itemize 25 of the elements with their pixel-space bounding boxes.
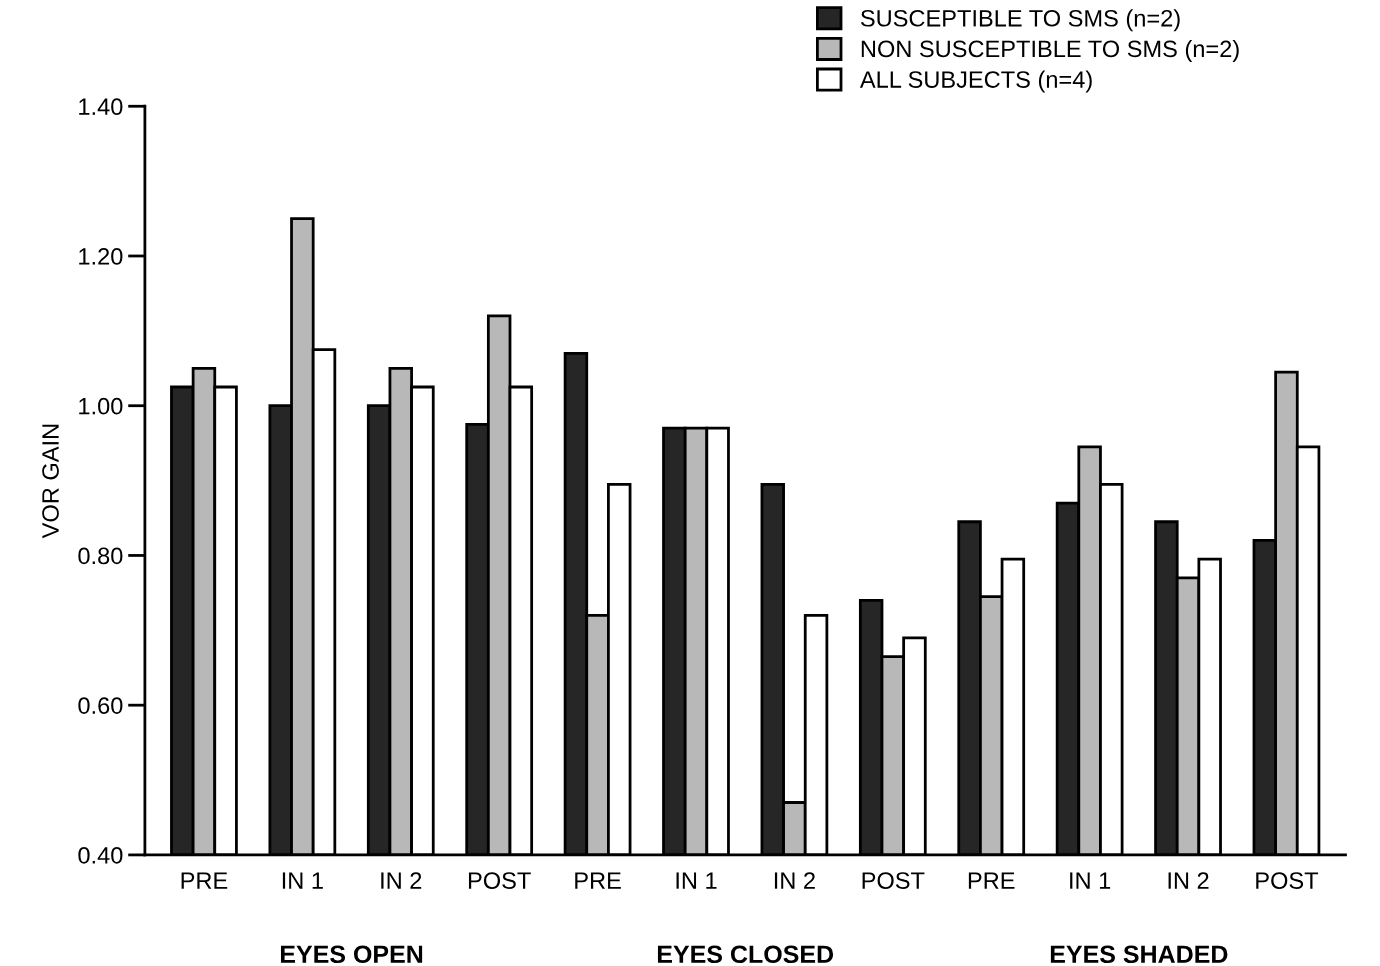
text: EYES CLOSED — [657, 945, 834, 964]
x-tick-label: PRE — [575, 872, 621, 889]
legend-label: ALL SUBJECTS (n=4) — [859, 70, 1092, 93]
y-tick-label: 1.20 — [79, 248, 123, 265]
x-tick-label: PRE — [968, 872, 1015, 889]
text: EYES SHADED — [1050, 945, 1228, 964]
x-tick-label: IN 1 — [1070, 872, 1111, 889]
y-tick-label: 0.40 — [78, 846, 123, 864]
y-tick-label: 1.40 — [79, 98, 123, 116]
y-tick-label: 0.60 — [78, 697, 123, 714]
x-tick-label: PRE — [181, 872, 228, 889]
x-tick-label: POST — [1256, 872, 1319, 889]
legend-label: SUSCEPTIBLE TO SMS (n=2) — [860, 9, 1180, 32]
y-tick-label: 1.00 — [79, 397, 123, 415]
text: EYES OPEN — [280, 945, 423, 964]
x-tick-label: POST — [862, 872, 925, 889]
x-tick-label: IN 2 — [1168, 872, 1209, 889]
x-tick-label: IN 2 — [381, 872, 422, 889]
legend-label: NON SUSCEPTIBLE TO SMS (n=2) — [861, 39, 1239, 62]
x-tick-label: POST — [468, 872, 531, 889]
y-axis-title: VOR GAIN — [42, 424, 59, 539]
x-tick-label: IN 1 — [282, 872, 323, 889]
x-tick-label: IN 2 — [774, 872, 815, 889]
x-tick-label: IN 1 — [676, 872, 717, 889]
y-tick-label: 0.80 — [78, 547, 123, 565]
